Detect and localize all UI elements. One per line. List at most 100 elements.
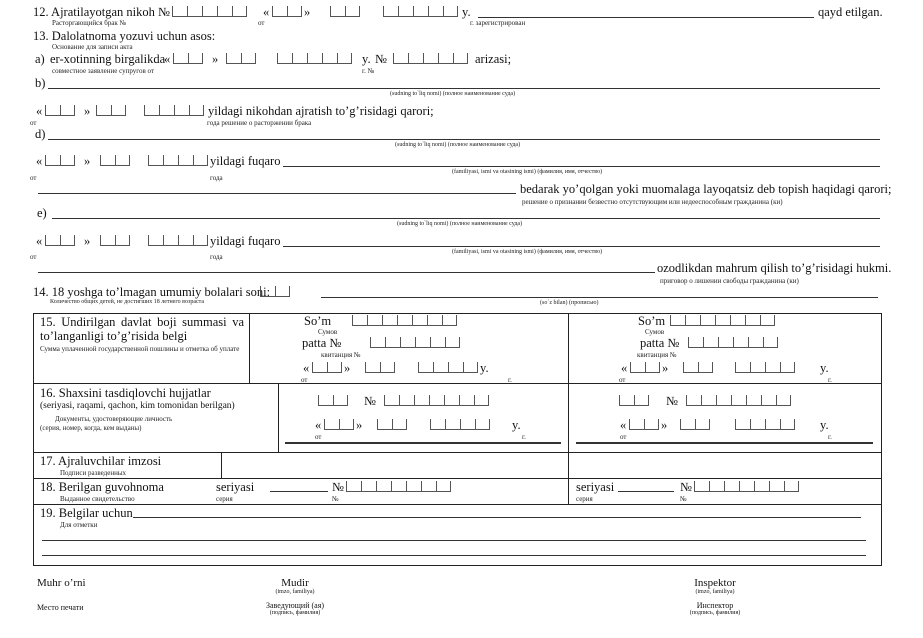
digit-cell[interactable]	[686, 395, 701, 406]
digit-cell[interactable]	[318, 395, 333, 406]
doc-month-boxes-1[interactable]	[377, 419, 407, 430]
digit-cell[interactable]	[339, 419, 354, 430]
children-count-boxes[interactable]	[260, 286, 290, 297]
digit-cell[interactable]	[733, 337, 748, 348]
d-day-boxes[interactable]	[45, 155, 75, 166]
d-year-boxes[interactable]	[148, 155, 208, 166]
som-boxes-2[interactable]	[670, 315, 775, 326]
s12-number-boxes[interactable]	[172, 6, 247, 17]
s12-registry-line[interactable]	[478, 17, 814, 18]
digit-cell[interactable]	[406, 481, 421, 492]
e-year-boxes[interactable]	[148, 235, 208, 246]
digit-cell[interactable]	[163, 235, 178, 246]
digit-cell[interactable]	[400, 337, 415, 348]
digit-cell[interactable]	[333, 395, 348, 406]
cert-number-boxes-2[interactable]	[694, 481, 799, 492]
d-court-line[interactable]	[48, 139, 880, 140]
digit-cell[interactable]	[414, 395, 429, 406]
digit-cell[interactable]	[683, 362, 698, 373]
digit-cell[interactable]	[96, 105, 111, 116]
digit-cell[interactable]	[739, 481, 754, 492]
digit-cell[interactable]	[413, 6, 428, 17]
digit-cell[interactable]	[769, 481, 784, 492]
digit-cell[interactable]	[460, 419, 475, 430]
digit-cell[interactable]	[780, 362, 795, 373]
digit-cell[interactable]	[397, 315, 412, 326]
digit-cell[interactable]	[433, 362, 448, 373]
digit-cell[interactable]	[324, 419, 339, 430]
digit-cell[interactable]	[260, 286, 275, 297]
digit-cell[interactable]	[100, 155, 115, 166]
digit-cell[interactable]	[392, 419, 407, 430]
signature-field-2[interactable]	[570, 453, 880, 477]
digit-cell[interactable]	[694, 481, 709, 492]
digit-cell[interactable]	[427, 315, 442, 326]
digit-cell[interactable]	[385, 337, 400, 348]
digit-cell[interactable]	[382, 315, 397, 326]
digit-cell[interactable]	[784, 481, 799, 492]
d-line[interactable]	[38, 193, 516, 194]
digit-cell[interactable]	[680, 419, 695, 430]
digit-cell[interactable]	[765, 419, 780, 430]
digit-cell[interactable]	[148, 235, 163, 246]
digit-cell[interactable]	[322, 53, 337, 64]
digit-cell[interactable]	[376, 481, 391, 492]
digit-cell[interactable]	[423, 53, 438, 64]
digit-cell[interactable]	[346, 481, 361, 492]
digit-cell[interactable]	[701, 395, 716, 406]
digit-cell[interactable]	[187, 6, 202, 17]
digit-cell[interactable]	[750, 362, 765, 373]
digit-cell[interactable]	[444, 395, 459, 406]
digit-cell[interactable]	[189, 105, 204, 116]
digit-cell[interactable]	[700, 315, 715, 326]
digit-cell[interactable]	[178, 235, 193, 246]
digit-cell[interactable]	[448, 362, 463, 373]
digit-cell[interactable]	[361, 481, 376, 492]
e-month-boxes[interactable]	[100, 235, 130, 246]
digit-cell[interactable]	[275, 286, 290, 297]
doc-number-boxes-1[interactable]	[384, 395, 489, 406]
e-line[interactable]	[38, 272, 655, 273]
pay-month-boxes-2[interactable]	[683, 362, 713, 373]
cert-number-boxes-1[interactable]	[346, 481, 451, 492]
digit-cell[interactable]	[429, 395, 444, 406]
digit-cell[interactable]	[277, 53, 292, 64]
digit-cell[interactable]	[345, 6, 360, 17]
digit-cell[interactable]	[474, 395, 489, 406]
digit-cell[interactable]	[776, 395, 791, 406]
doc-series-boxes-2[interactable]	[619, 395, 649, 406]
digit-cell[interactable]	[629, 419, 644, 430]
digit-cell[interactable]	[60, 235, 75, 246]
d-month-boxes[interactable]	[100, 155, 130, 166]
digit-cell[interactable]	[226, 53, 241, 64]
digit-cell[interactable]	[148, 155, 163, 166]
a-day-boxes[interactable]	[173, 53, 203, 64]
digit-cell[interactable]	[202, 6, 217, 17]
digit-cell[interactable]	[754, 481, 769, 492]
digit-cell[interactable]	[193, 155, 208, 166]
digit-cell[interactable]	[619, 395, 634, 406]
s12-year-boxes[interactable]	[383, 6, 458, 17]
digit-cell[interactable]	[453, 53, 468, 64]
digit-cell[interactable]	[307, 53, 322, 64]
digit-cell[interactable]	[287, 6, 302, 17]
receipt-boxes-1[interactable]	[370, 337, 460, 348]
pay-day-boxes-1[interactable]	[312, 362, 342, 373]
digit-cell[interactable]	[436, 481, 451, 492]
digit-cell[interactable]	[746, 395, 761, 406]
digit-cell[interactable]	[685, 315, 700, 326]
digit-cell[interactable]	[724, 481, 739, 492]
digit-cell[interactable]	[173, 53, 188, 64]
digit-cell[interactable]	[443, 6, 458, 17]
pay-year-boxes-1[interactable]	[418, 362, 478, 373]
digit-cell[interactable]	[172, 6, 187, 17]
series-line-2[interactable]	[618, 491, 674, 492]
digit-cell[interactable]	[312, 362, 327, 373]
doc-number-boxes-2[interactable]	[686, 395, 791, 406]
digit-cell[interactable]	[695, 419, 710, 430]
digit-cell[interactable]	[703, 337, 718, 348]
doc-month-boxes-2[interactable]	[680, 419, 710, 430]
digit-cell[interactable]	[188, 53, 203, 64]
digit-cell[interactable]	[730, 315, 745, 326]
digit-cell[interactable]	[408, 53, 423, 64]
